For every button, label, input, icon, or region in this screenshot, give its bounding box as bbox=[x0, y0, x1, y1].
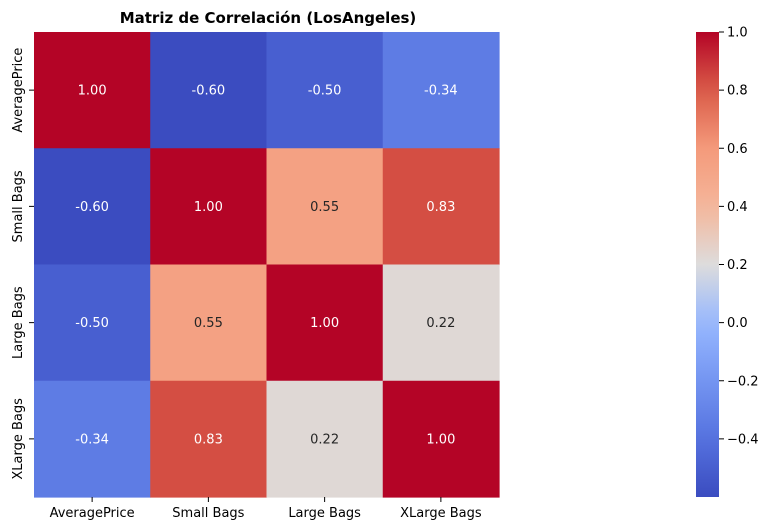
heatmap-cell bbox=[34, 380, 151, 498]
heatmap-cell-labels: 1.00 -0.60 -0.50 -0.34 -0.60 1.00 0.55 0.83 -0.5… bbox=[75, 84, 457, 448]
heatmap-cell bbox=[382, 380, 500, 498]
colorbar-tick-label: −0.2 bbox=[727, 374, 759, 389]
cell-value-label: 0.55 bbox=[310, 200, 339, 215]
heatmap-cells bbox=[34, 32, 500, 498]
y-tick-label: Small Bags bbox=[11, 170, 26, 242]
y-tick-label: AveragePrice bbox=[11, 48, 26, 133]
heatmap-cell bbox=[150, 380, 268, 498]
y-tick-label: XLarge Bags bbox=[11, 398, 26, 480]
x-tick-label: Large Bags bbox=[288, 506, 361, 521]
cell-value-label: 0.83 bbox=[194, 432, 223, 447]
cell-value-label: 0.22 bbox=[310, 432, 339, 447]
heatmap-cell bbox=[34, 148, 151, 266]
cell-value-label: 0.83 bbox=[426, 200, 455, 215]
cell-value-label: -0.60 bbox=[75, 200, 109, 215]
colorbar-tick-label: 1.0 bbox=[727, 26, 748, 41]
y-axis: AveragePrice Small Bags Large Bags XLarge B… bbox=[11, 48, 34, 480]
cell-value-label: -0.60 bbox=[192, 84, 226, 99]
heatmap-cell bbox=[150, 148, 268, 266]
cell-value-label: 1.00 bbox=[426, 432, 455, 447]
cell-value-label: 1.00 bbox=[78, 84, 107, 99]
heatmap-cell bbox=[266, 380, 384, 498]
heatmap-cell bbox=[266, 32, 384, 149]
heatmap-cell bbox=[266, 148, 384, 266]
colorbar-tick-label: 0.6 bbox=[727, 142, 748, 157]
cell-value-label: -0.50 bbox=[308, 84, 342, 99]
cell-value-label: -0.50 bbox=[75, 316, 109, 331]
heatmap-cell bbox=[150, 32, 268, 149]
y-tick-label: Large Bags bbox=[11, 286, 26, 359]
heatmap-cell bbox=[34, 32, 151, 149]
cell-value-label: 0.22 bbox=[426, 316, 455, 331]
heatmap-cell bbox=[150, 264, 268, 382]
x-tick-label: AveragePrice bbox=[50, 506, 135, 521]
x-tick-label: Small Bags bbox=[172, 506, 244, 521]
colorbar-tick-label: −0.4 bbox=[727, 432, 759, 447]
colorbar: 1.0 0.8 0.6 0.4 0.2 0.0 −0.2 −0.4 bbox=[696, 26, 759, 497]
x-axis: AveragePrice Small Bags Large Bags XLarge B… bbox=[50, 497, 482, 521]
cell-value-label: 1.00 bbox=[310, 316, 339, 331]
colorbar-tick-label: 0.2 bbox=[727, 258, 748, 273]
colorbar-tick-label: 0.8 bbox=[727, 84, 748, 99]
heatmap-cell bbox=[266, 264, 384, 382]
heatmap-cell bbox=[382, 148, 500, 266]
heatmap-cell bbox=[34, 264, 151, 382]
cell-value-label: 1.00 bbox=[194, 200, 223, 215]
colorbar-tick-label: 0.4 bbox=[727, 200, 748, 215]
heatmap-cell bbox=[382, 32, 500, 149]
heatmap-cell bbox=[382, 264, 500, 382]
cell-value-label: -0.34 bbox=[75, 432, 109, 447]
cell-value-label: 0.55 bbox=[194, 316, 223, 331]
colorbar-gradient bbox=[696, 32, 719, 497]
chart-title: Matriz de Correlación (LosAngeles) bbox=[120, 9, 417, 27]
x-tick-label: XLarge Bags bbox=[400, 506, 482, 521]
cell-value-label: -0.34 bbox=[424, 84, 458, 99]
colorbar-tick-label: 0.0 bbox=[727, 316, 748, 331]
